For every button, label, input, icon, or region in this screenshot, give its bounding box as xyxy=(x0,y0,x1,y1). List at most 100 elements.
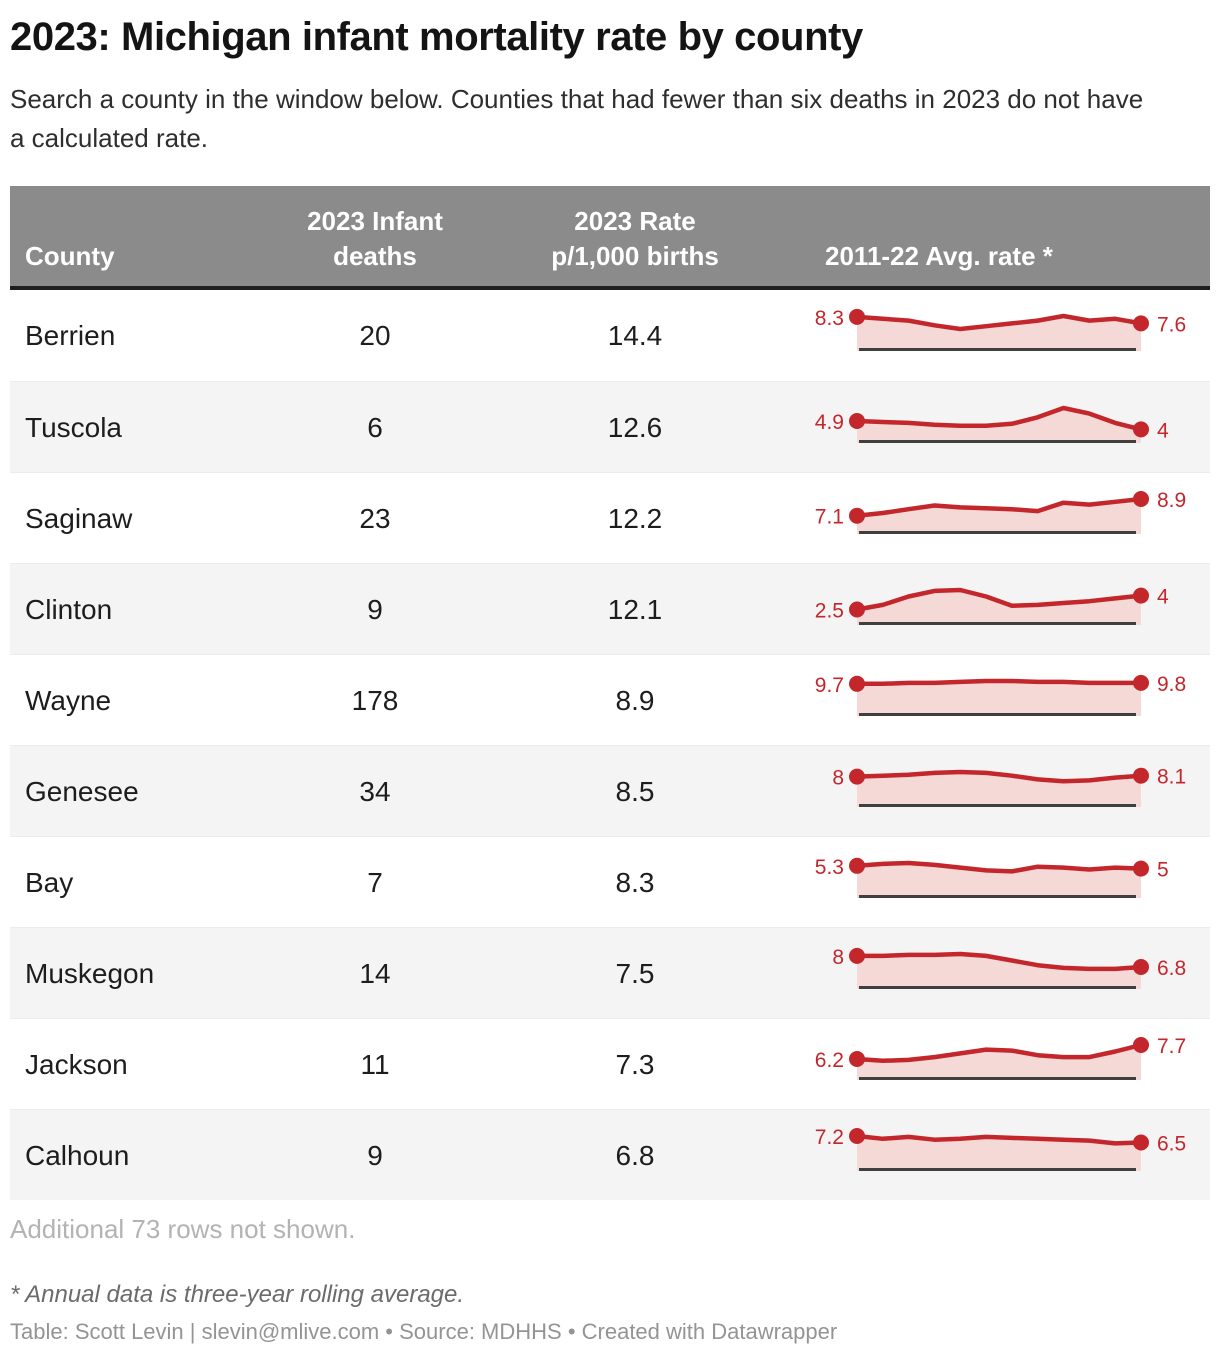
mortality-table: County 2023 Infant deaths 2023 Rate p/1,… xyxy=(10,186,1210,1200)
sparkline-chart: 8 6.8 xyxy=(832,946,1186,989)
spark-start-value: 9.7 xyxy=(815,674,844,697)
sparkline-cell: 2.5 4 xyxy=(800,564,1210,655)
rate-cell: 14.4 xyxy=(607,319,663,351)
sparkline-chart: 6.2 7.7 xyxy=(815,1035,1186,1080)
rate-cell: 12.1 xyxy=(607,593,663,625)
table-row: Muskegon 14 7.5 8 6.8 xyxy=(10,927,1210,1018)
rate-cell: 8.3 xyxy=(615,866,655,898)
table-row: Saginaw 23 12.2 7.1 8.9 xyxy=(10,472,1210,563)
spark-start-value: 2.5 xyxy=(815,600,844,623)
spark-end-dot xyxy=(1133,1134,1149,1151)
sparkline-chart: 8.3 7.6 xyxy=(815,307,1186,351)
attribution: Table: Scott Levin | slevin@mlive.com • … xyxy=(10,1319,838,1344)
column-header-county: County xyxy=(25,240,115,271)
sparkline-chart: 5.3 5 xyxy=(815,856,1169,898)
column-header-deaths: 2023 Infant deaths xyxy=(280,186,470,286)
rate-cell: 8.9 xyxy=(615,684,655,716)
spark-end-dot xyxy=(1133,1037,1149,1053)
spark-start-dot xyxy=(849,308,865,325)
deaths-cell: 9 xyxy=(367,593,383,625)
spark-end-dot xyxy=(1133,860,1149,877)
spark-start-dot xyxy=(849,1128,865,1144)
spark-start-value: 8.3 xyxy=(815,307,844,330)
spark-end-value: 8.1 xyxy=(1157,766,1186,789)
rate-cell: 6.8 xyxy=(615,1139,655,1171)
sparkline-cell: 5.3 5 xyxy=(800,837,1210,928)
spark-start-value: 8 xyxy=(832,946,844,969)
spark-end-value: 8.9 xyxy=(1157,489,1186,512)
table-row: Clinton 9 12.1 2.5 4 xyxy=(10,563,1210,654)
spark-end-value: 9.8 xyxy=(1157,673,1186,696)
county-cell: Tuscola xyxy=(25,411,123,443)
column-header-rate: 2023 Rate p/1,000 births xyxy=(470,186,800,286)
spark-start-value: 7.1 xyxy=(815,506,844,529)
sparkline-cell: 7.1 8.9 xyxy=(800,473,1210,564)
spark-start-value: 6.2 xyxy=(815,1049,844,1072)
county-cell: Genesee xyxy=(25,775,139,807)
column-header-rate-label: 2023 Rate p/1,000 births xyxy=(551,206,719,271)
deaths-cell: 178 xyxy=(351,684,399,716)
county-cell: Muskegon xyxy=(25,957,155,989)
county-cell: Clinton xyxy=(25,593,113,625)
table-row: Wayne 178 8.9 9.7 9.8 xyxy=(10,654,1210,745)
spark-end-dot xyxy=(1133,674,1149,691)
additional-rows-note: Additional 73 rows not shown. xyxy=(10,1214,356,1244)
spark-end-dot xyxy=(1133,959,1149,975)
sparkline-cell: 8 8.1 xyxy=(800,746,1210,837)
column-header-avg-rate: 2011-22 Avg. rate * xyxy=(825,240,1053,271)
county-cell: Calhoun xyxy=(25,1139,130,1171)
deaths-cell: 20 xyxy=(359,319,391,351)
spark-start-dot xyxy=(849,675,865,692)
spark-start-dot xyxy=(849,413,865,429)
rate-cell: 12.6 xyxy=(607,411,663,443)
table-row: Genesee 34 8.5 8 8.1 xyxy=(10,745,1210,836)
spark-end-dot xyxy=(1133,491,1149,507)
spark-start-dot xyxy=(849,768,865,785)
spark-end-value: 6.5 xyxy=(1157,1133,1186,1156)
table-row: Tuscola 6 12.6 4.9 4 xyxy=(10,381,1210,472)
spark-start-value: 7.2 xyxy=(815,1126,844,1149)
spark-end-value: 7.6 xyxy=(1157,313,1186,336)
spark-end-value: 4 xyxy=(1157,586,1169,609)
county-cell: Wayne xyxy=(25,684,112,716)
subtitle: Search a county in the window below. Cou… xyxy=(10,84,1144,153)
table-row: Calhoun 9 6.8 7.2 6.5 xyxy=(10,1109,1210,1200)
sparkline-cell: 9.7 9.8 xyxy=(800,655,1210,746)
sparkline-cell: 8 6.8 xyxy=(800,928,1210,1019)
sparkline-chart: 7.1 8.9 xyxy=(815,489,1186,534)
deaths-cell: 6 xyxy=(367,411,383,443)
county-cell: Jackson xyxy=(25,1048,128,1080)
rate-cell: 7.3 xyxy=(615,1048,655,1080)
spark-start-dot xyxy=(849,857,865,874)
sparkline-chart: 2.54 xyxy=(815,586,1169,625)
sparkline-chart: 9.7 9.8 xyxy=(815,673,1186,716)
sparkline-chart: 8 8.1 xyxy=(832,766,1186,807)
rate-cell: 12.2 xyxy=(607,502,663,534)
spark-start-dot xyxy=(849,947,865,964)
rate-cell: 7.5 xyxy=(615,957,655,989)
table-body: Berrien 20 14.4 8.3 7.6 Tuscola 6 12.6 4.… xyxy=(10,290,1210,1200)
table-row: Berrien 20 14.4 8.3 7.6 xyxy=(10,290,1210,381)
spark-end-value: 7.7 xyxy=(1157,1035,1186,1058)
page-title: 2023: Michigan infant mortality rate by … xyxy=(10,15,863,59)
county-cell: Saginaw xyxy=(25,502,133,534)
spark-start-dot xyxy=(849,507,865,524)
county-cell: Bay xyxy=(25,866,74,898)
spark-end-dot xyxy=(1133,767,1149,784)
footnote: * Annual data is three-year rolling aver… xyxy=(10,1281,465,1308)
spark-end-dot xyxy=(1133,315,1149,332)
deaths-cell: 9 xyxy=(367,1139,383,1171)
rate-cell: 8.5 xyxy=(615,775,655,807)
sparkline-chart: 4.9 4 xyxy=(815,405,1169,443)
sparkline-cell: 6.2 7.7 xyxy=(800,1019,1210,1110)
deaths-cell: 7 xyxy=(367,866,383,898)
spark-start-dot xyxy=(849,1051,865,1067)
sparkline-cell: 4.9 4 xyxy=(800,382,1210,473)
spark-end-value: 6.8 xyxy=(1157,957,1186,980)
spark-end-dot xyxy=(1133,421,1149,438)
deaths-cell: 14 xyxy=(359,957,391,989)
deaths-cell: 23 xyxy=(359,502,391,534)
spark-end-value: 4 xyxy=(1157,419,1169,442)
deaths-cell: 34 xyxy=(359,775,391,807)
